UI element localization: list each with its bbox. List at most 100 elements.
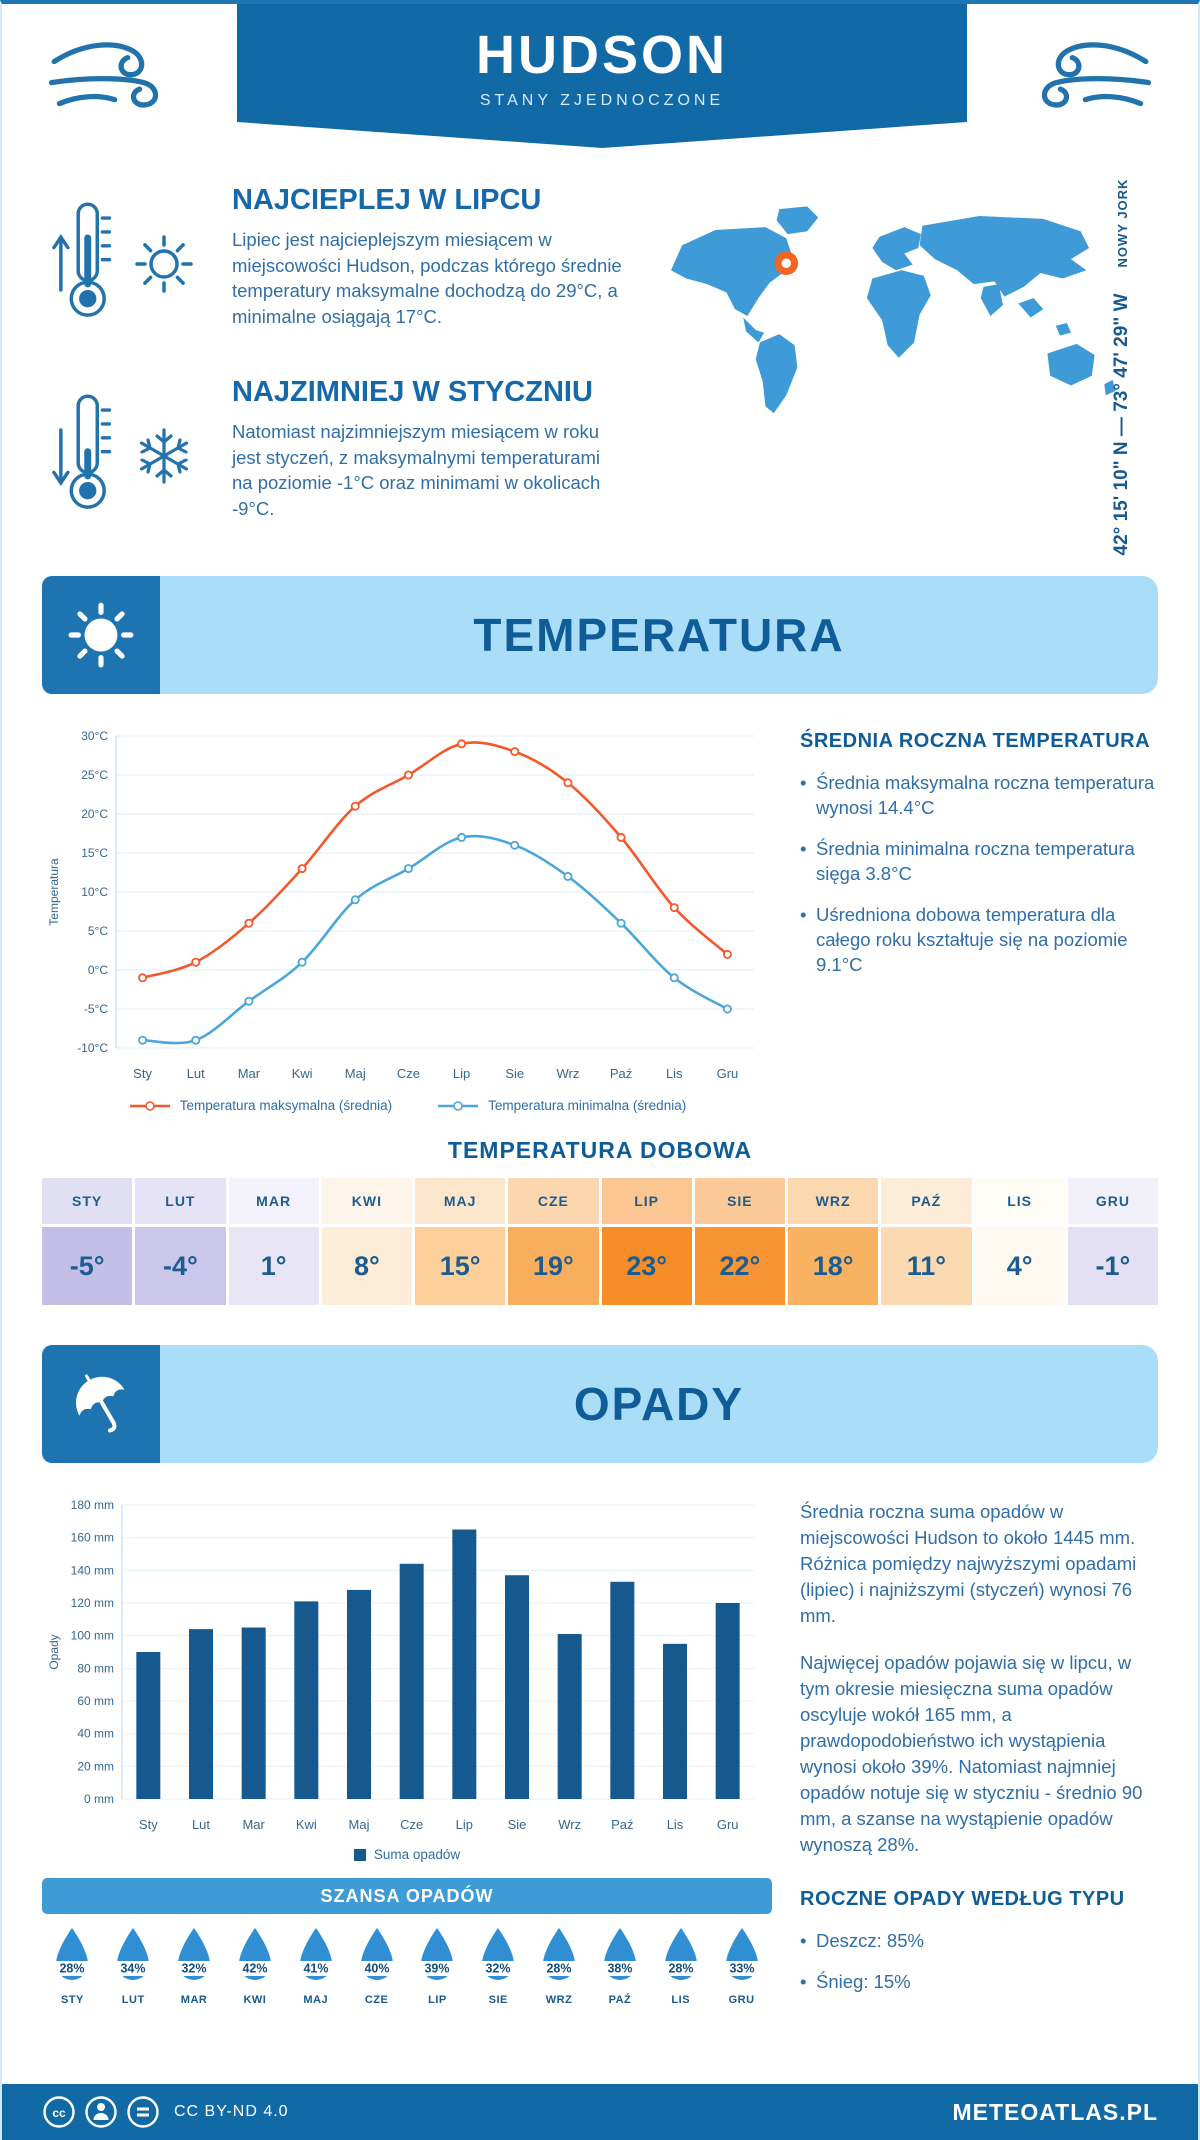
daily-temp-month-header: WRZ — [788, 1178, 879, 1224]
precip-chance-month: LIP — [428, 1994, 447, 2006]
svg-text:41%: 41% — [303, 1962, 328, 1976]
svg-text:Cze: Cze — [400, 1817, 423, 1832]
svg-text:Lut: Lut — [192, 1817, 210, 1832]
svg-text:Opady: Opady — [47, 1634, 61, 1669]
annual-temp-summary-title: ŚREDNIA ROCZNA TEMPERATURA — [800, 730, 1151, 752]
droplet-icon: 33% — [722, 1928, 761, 1980]
data-point-marker — [669, 903, 679, 913]
precip-chance-month: CZE — [364, 1994, 389, 2006]
precip-chance-cell: 28% LIS — [650, 1926, 711, 2006]
daily-temp-month-header: CZE — [508, 1178, 599, 1224]
location-region: NOWY JORK — [1114, 178, 1130, 268]
precip-text-1: Średnia roczna suma opadów w miejscowośc… — [800, 1501, 1137, 1626]
daily-temp-value-cell: 1° — [228, 1227, 319, 1305]
precip-chance-cell: 40% CZE — [346, 1926, 407, 2006]
wind-icon-right — [1041, 42, 1152, 108]
thermometer-warm-icon — [52, 202, 112, 317]
daily-temp-month-header: LIS — [974, 1178, 1065, 1224]
svg-text:80 mm: 80 mm — [77, 1661, 114, 1675]
data-point-marker — [669, 973, 679, 983]
data-point-marker — [563, 871, 573, 881]
cold-month-title: NAJZIMNIEJ W STYCZNIU — [232, 376, 593, 408]
precip-chance-month: GRU — [728, 1994, 755, 2006]
precip-bar — [347, 1589, 371, 1799]
precipitation-chart-legend: Suma opadów — [42, 1847, 772, 1862]
svg-text:40%: 40% — [364, 1962, 389, 1976]
precip-bar — [505, 1575, 529, 1799]
daily-temp-month-header: MAJ — [415, 1178, 506, 1224]
precip-chance-cell: 38% PAŹ — [589, 1926, 650, 2006]
header-banner: HUDSON STANY ZJEDNOCZONE — [237, 4, 967, 148]
precipitation-section-title: OPADY — [573, 1378, 745, 1430]
precip-bar — [557, 1634, 582, 1799]
svg-text:33%: 33% — [729, 1962, 754, 1976]
daily-temp-value-cell: 11° — [881, 1227, 972, 1305]
droplet-icon: 28% — [661, 1928, 700, 1980]
data-point-marker — [510, 840, 520, 850]
thermometer-cold-icon — [52, 394, 112, 509]
droplet-icon: 28% — [53, 1928, 92, 1980]
data-point-marker — [191, 957, 201, 967]
warm-month-title: NAJCIEPLEJ W LIPCU — [232, 184, 542, 216]
precipitation-chart: 180 mm 160 mm 140 mm 120 mm 100 mm 80 mm 60 mm… — [47, 1498, 754, 1832]
data-point-marker — [244, 918, 254, 928]
intro-section: NAJCIEPLEJ W LIPCU Lipiec jest najcieple… — [2, 154, 1198, 536]
cold-month-block: NAJZIMNIEJ W STYCZNIU Natomiast najzimni… — [47, 376, 632, 536]
world-map — [671, 206, 1116, 414]
svg-text:34%: 34% — [121, 1962, 146, 1976]
footer: cc CC BY-ND 4.0 METEOATLAS.PL — [2, 2084, 1198, 2140]
svg-text:Lip: Lip — [453, 1066, 470, 1081]
data-point-marker — [722, 949, 732, 959]
svg-text:120 mm: 120 mm — [71, 1596, 114, 1610]
precip-chance-month: WRZ — [545, 1994, 573, 2006]
svg-text:180 mm: 180 mm — [71, 1498, 114, 1512]
daily-temp-month-header: LIP — [601, 1178, 692, 1224]
location-coordinates: 42° 15' 10" N — 73° 47' 29" W — [1111, 293, 1132, 556]
svg-text:-5°C: -5°C — [84, 1002, 108, 1016]
precip-bar — [610, 1581, 635, 1799]
precip-bar — [241, 1627, 266, 1799]
precip-bar — [136, 1652, 161, 1799]
precip-chance-row: 28% STY 34% LUT 32% MAR 42% KWI 41% MAJ 40% CZE 39% L… — [42, 1926, 772, 2006]
precip-chance-cell: 32% SIE — [468, 1926, 529, 2006]
svg-text:28%: 28% — [547, 1962, 572, 1976]
svg-text:Lip: Lip — [456, 1817, 473, 1832]
data-point-marker — [616, 918, 626, 928]
data-point-marker — [457, 739, 467, 749]
droplet-icon: 39% — [418, 1928, 457, 1980]
cold-month-text: Natomiast najzimniejszym miesiącem w rok… — [232, 421, 601, 519]
droplet-icon: 34% — [114, 1928, 153, 1980]
svg-text:Cze: Cze — [397, 1066, 420, 1081]
daily-temp-value-cell: 22° — [694, 1227, 785, 1305]
precip-chance-month: SIE — [488, 1994, 508, 2006]
data-point-marker — [138, 973, 148, 983]
droplet-icon: 42% — [235, 1928, 274, 1980]
svg-text:Mar: Mar — [242, 1817, 265, 1832]
legend-item: Temperatura maksymalna (średnia) — [128, 1098, 392, 1113]
droplet-icon: 40% — [357, 1928, 396, 1980]
daily-temp-value-cell: 18° — [788, 1227, 879, 1305]
svg-text:Kwi: Kwi — [292, 1066, 313, 1081]
wind-icon-left — [48, 42, 159, 108]
svg-text:60 mm: 60 mm — [77, 1694, 114, 1708]
precip-bar — [715, 1603, 740, 1799]
data-point-marker — [244, 996, 254, 1006]
droplet-icon: 28% — [540, 1928, 579, 1980]
temperature-section-title: TEMPERATURA — [473, 609, 845, 661]
daily-temp-month-header: KWI — [321, 1178, 412, 1224]
precip-bar — [663, 1643, 687, 1799]
daily-temp-value-cell: 4° — [974, 1227, 1065, 1305]
precip-chance-month: LUT — [121, 1994, 145, 2006]
warm-month-text: Lipiec jest najcieplejszym miesiącem w m… — [232, 229, 622, 327]
data-point-marker — [191, 1035, 201, 1045]
svg-text:Paź: Paź — [610, 1066, 632, 1081]
svg-text:28%: 28% — [60, 1962, 85, 1976]
svg-text:cc: cc — [52, 2106, 66, 2120]
svg-text:Sty: Sty — [139, 1817, 158, 1832]
svg-text:20°C: 20°C — [81, 807, 108, 821]
nd-icon — [127, 2096, 159, 2128]
precip-chance-cell: 28% STY — [42, 1926, 103, 2006]
svg-text:Gru: Gru — [717, 1066, 739, 1081]
header: HUDSON STANY ZJEDNOCZONE — [2, 4, 1198, 154]
